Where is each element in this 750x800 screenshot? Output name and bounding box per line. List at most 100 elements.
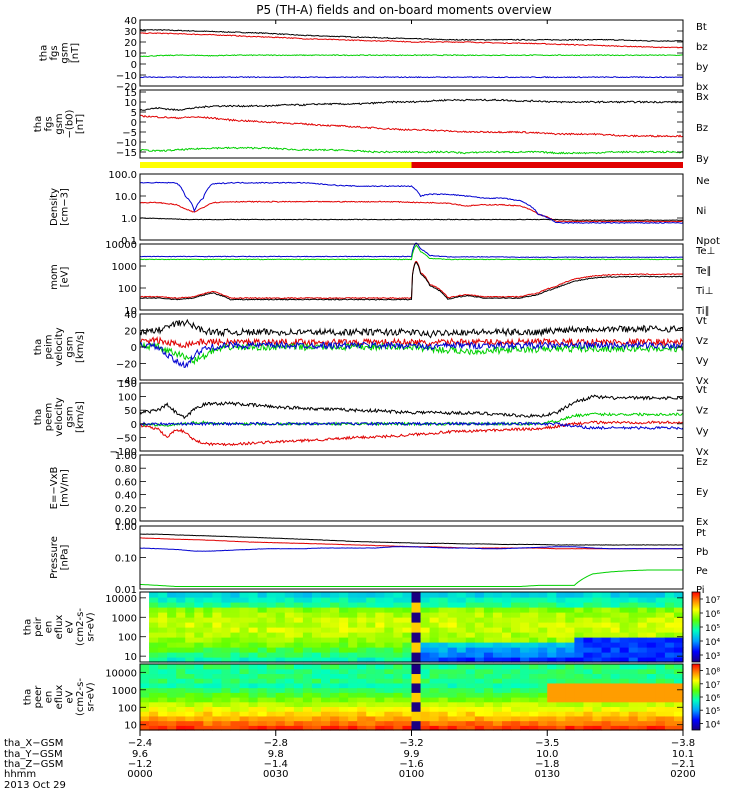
spectrogram-cell [547,668,557,675]
spectrogram-cell [330,673,340,679]
spectrogram-cell [348,668,358,675]
spectrogram-cell [402,711,413,717]
spectrogram-cell [592,725,603,731]
spectrogram-cell [194,627,204,633]
spectrogram-cell [465,622,476,628]
spectrogram-cell [664,607,675,613]
spectrogram-cell [619,701,630,708]
spectrogram-cell [158,678,168,684]
spectrogram-cell [266,632,277,638]
spectrogram-cell [637,706,648,712]
spectrogram-cell [330,692,340,698]
spectrogram-cell [149,617,159,623]
spectrogram-cell [239,602,250,608]
spectrogram-cell [257,627,268,633]
spectrogram-cell [293,657,304,663]
spectrogram-cell [321,678,331,684]
spectrogram-cell [610,647,621,653]
spectrogram-cell [556,711,566,717]
legend-label: Bt [696,22,707,33]
spectrogram-cell [511,607,521,613]
spectrogram-cell [456,612,467,618]
spectrogram-cell [565,673,575,679]
spectrogram-cell [474,602,485,608]
spectrogram-cell [239,706,250,712]
spectrogram-cell [221,687,232,693]
spectrogram-cell [221,701,232,708]
spectrogram-cell [411,617,422,623]
panel-label-line: gsm [59,42,70,63]
spectrogram-cell [438,612,449,618]
spectrogram-cell [194,668,204,675]
spectrogram-cell [248,720,259,726]
spectrogram-cell [411,652,422,658]
spectrogram-cell [140,715,150,722]
spectrogram-cell [257,711,268,717]
spectrogram-cell [474,687,485,693]
spectrogram-cell [149,673,159,679]
spectrogram-cell [547,602,557,608]
spectrogram-cell [194,664,204,670]
spectrogram-cell [583,701,594,708]
spectrogram-cell [474,642,485,648]
spectrogram-cell [547,632,557,638]
spectrogram-cell [628,715,639,722]
x-tick-label: −1.2 [128,759,152,770]
spectrogram-cell [266,592,277,598]
spectrogram-cell [302,637,313,643]
spectrogram-cell [411,592,422,598]
spectrogram-cell [474,711,485,717]
spectrogram-cell [474,678,485,684]
spectrogram-cell [565,687,575,693]
spectrogram-cell [429,720,440,726]
spectrogram-cell [646,711,657,717]
spectrogram-cell [474,673,485,679]
spectrogram-cell [592,682,603,689]
spectrogram-cell [194,678,204,684]
spectrogram-cell [357,617,367,623]
y-tick-label: 40 [124,310,137,321]
spectrogram-cell [158,692,168,698]
colorbar [691,591,701,663]
spectrogram-cell [357,682,367,689]
colorbar-tick-label: 10⁶ [705,610,720,620]
spectrogram-cell [293,632,304,638]
spectrogram-cell [447,657,458,663]
spectrogram-cell [239,637,250,643]
spectrogram-cell [601,687,612,693]
spectrogram-cell [511,682,521,689]
spectrogram-cell [140,697,150,703]
spectrogram-cell [293,597,304,603]
spectrogram-cell [339,617,349,623]
spectrogram-cell [321,711,331,717]
spectrogram-cell [538,612,548,618]
spectrogram-cell [203,678,213,684]
spectrogram-cell [655,622,666,628]
spectrogram-cell [673,711,684,717]
spectrogram-cell [230,642,241,648]
spectrogram-cell [529,673,539,679]
spectrogram-cell [492,687,503,693]
spectrogram-cell [149,720,159,726]
spectrogram-cell [158,711,168,717]
spectrogram-cell [511,657,521,663]
spectrogram-cell [601,711,612,717]
spectrogram-cell [348,657,358,663]
spectrogram-cell [212,647,223,653]
spectrogram-cell [275,607,286,613]
spectrogram-cell [384,637,394,643]
spectrogram-cell [149,711,159,717]
spectrogram-cell [492,664,503,670]
spectrogram-cell [429,673,440,679]
spectrogram-cell [420,682,431,689]
spectrogram-cell [167,678,177,684]
spectrogram-cell [502,664,512,670]
legend-label: Vt [696,316,707,327]
spectrogram-cell [393,725,404,731]
spectrogram-cell [465,632,476,638]
spectrogram-cell [646,715,657,722]
spectrogram-cell [556,612,566,618]
spectrogram-cell [547,692,557,698]
spectrogram-cell [601,673,612,679]
